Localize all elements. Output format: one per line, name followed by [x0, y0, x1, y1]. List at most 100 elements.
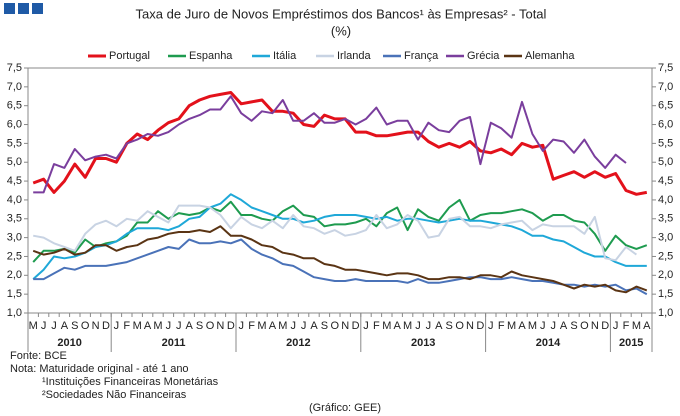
x-tick-label: M [133, 320, 142, 332]
series-line [32, 91, 648, 196]
series-line [32, 225, 648, 294]
x-tick-label: J [540, 320, 546, 332]
x-tick-label: F [373, 320, 380, 332]
x-tick-label: M [257, 320, 266, 332]
logo-square [4, 3, 15, 14]
x-tick-label: F [623, 320, 630, 332]
y2-tick-label: 2,5 [658, 250, 673, 262]
x-tick-label: S [570, 320, 577, 332]
x-tick-label: J [166, 320, 172, 332]
y-tick-label: 6,0 [7, 118, 22, 130]
x-tick-label: O [206, 320, 215, 332]
x-tick-label: O [455, 320, 464, 332]
x-tick-label: J [176, 320, 182, 332]
x-tick-label: S [71, 320, 78, 332]
legend-label: Portugal [109, 50, 150, 62]
y2-tick-label: 4,0 [658, 194, 673, 206]
y2-tick-label: 5,0 [658, 156, 673, 168]
series-line [33, 95, 627, 194]
x-tick-label: J [488, 320, 494, 332]
x-tick-label: N [92, 320, 100, 332]
x-tick-label: D [601, 320, 609, 332]
legend-label: Irlanda [337, 50, 372, 62]
x-tick-label: F [123, 320, 130, 332]
x-tick-label: O [81, 320, 90, 332]
x-tick-label: M [507, 320, 516, 332]
x-tick-label: J [426, 320, 432, 332]
x-tick-label: D [352, 320, 360, 332]
credit: (Gráfico: GEE) [309, 402, 381, 414]
x-tick-label: D [476, 320, 484, 332]
x-tick-label: N [591, 320, 599, 332]
y2-tick-label: 7,5 [658, 62, 673, 74]
plot-frame [27, 67, 653, 314]
series-line [33, 204, 637, 262]
x-tick-label: A [394, 320, 402, 332]
x-tick-label: M [153, 320, 162, 332]
series-line [33, 238, 648, 296]
x-tick-label: J [290, 320, 296, 332]
x-tick-label: S [321, 320, 328, 332]
y-tick-label: 6,5 [7, 100, 22, 112]
y-tick-label: 7,0 [7, 81, 22, 93]
x-tick-label: A [144, 320, 152, 332]
y2-tick-label: 4,5 [658, 175, 673, 187]
y2-tick-label: 7,0 [658, 81, 673, 93]
x-tick-label: S [196, 320, 203, 332]
x-tick-label: O [580, 320, 589, 332]
x-tick-label: J [613, 320, 619, 332]
y-tick-label: 3,5 [7, 213, 22, 225]
note: ²Sociedades Não Financeiras [42, 389, 187, 401]
x-tick-label: M [29, 320, 38, 332]
y-tick-label: 2,0 [7, 269, 22, 281]
legend-label: Itália [273, 50, 297, 62]
x-tick-label: A [560, 320, 568, 332]
y-tick-label: 5,0 [7, 156, 22, 168]
y-tick-label: 7,5 [7, 62, 22, 74]
series-line [32, 193, 647, 280]
year-label: 2013 [411, 337, 435, 349]
x-tick-label: A [435, 320, 443, 332]
y-tick-label: 4,0 [7, 194, 22, 206]
chart-title: Taxa de Juro de Novos Empréstimos dos Ba… [136, 6, 547, 21]
logo-square [32, 3, 43, 14]
x-tick-label: A [186, 320, 194, 332]
year-label: 2012 [286, 337, 310, 349]
y-tick-label: 2,5 [7, 250, 22, 262]
x-tick-label: F [498, 320, 505, 332]
x-tick-label: A [269, 320, 277, 332]
x-tick-label: J [114, 320, 120, 332]
y2-tick-label: 3,5 [658, 213, 673, 225]
year-label: 2010 [57, 337, 81, 349]
logo-square [18, 3, 29, 14]
chart-subtitle: (%) [331, 23, 351, 38]
note: ¹Instituições Financeiras Monetárias [42, 376, 219, 388]
x-tick-label: A [518, 320, 526, 332]
note: Nota: Maturidade original - até 1 ano [10, 363, 189, 375]
note: Fonte: BCE [10, 350, 67, 362]
x-tick-label: D [227, 320, 235, 332]
legend-label: Alemanha [525, 50, 575, 62]
x-tick-label: M [528, 320, 537, 332]
x-tick-label: N [216, 320, 224, 332]
y2-tick-label: 6,5 [658, 100, 673, 112]
series-line [32, 198, 648, 263]
y-tick-label: 1,0 [7, 307, 22, 319]
x-tick-label: F [248, 320, 255, 332]
x-tick-label: J [51, 320, 57, 332]
y-tick-label: 1,5 [7, 288, 22, 300]
y2-tick-label: 6,0 [658, 118, 673, 130]
legend-label: Grécia [467, 50, 500, 62]
legend-label: Espanha [189, 50, 233, 62]
year-label: 2014 [536, 337, 561, 349]
year-label: 2015 [619, 337, 643, 349]
x-tick-label: N [341, 320, 349, 332]
x-tick-label: S [446, 320, 453, 332]
y2-tick-label: 1,0 [658, 307, 673, 319]
y-tick-label: 3,0 [7, 232, 22, 244]
y2-tick-label: 5,5 [658, 137, 673, 149]
x-tick-label: M [382, 320, 391, 332]
year-label: 2011 [162, 337, 186, 349]
y2-tick-label: 2,0 [658, 269, 673, 281]
